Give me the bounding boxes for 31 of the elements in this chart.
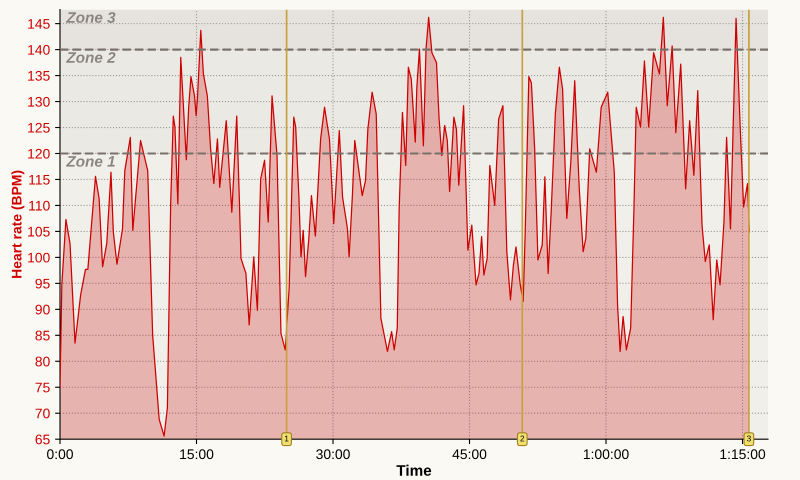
band-label: Zone 3 bbox=[66, 12, 116, 23]
y-tick-label: 80 bbox=[35, 356, 50, 366]
y-tick-label: 125 bbox=[28, 122, 50, 133]
y-tick-label: 65 bbox=[36, 434, 50, 444]
x-tick-label: 30:00 bbox=[316, 449, 350, 460]
band-label: Zone 1 bbox=[66, 156, 115, 167]
y-tick-label: 100 bbox=[28, 252, 50, 263]
x-tick-label: 15:00 bbox=[180, 449, 214, 460]
y-tick-label: 70 bbox=[36, 408, 50, 418]
y-tick-label: 120 bbox=[28, 148, 50, 159]
y-tick-label: 85 bbox=[35, 330, 50, 340]
x-tick-label: 0:00 bbox=[47, 449, 73, 460]
band-label: Zone 2 bbox=[66, 52, 116, 63]
y-tick-label: 135 bbox=[28, 70, 50, 81]
y-tick-label: 95 bbox=[35, 278, 50, 289]
y-tick-label: 115 bbox=[29, 174, 50, 185]
y-tick-label: 110 bbox=[29, 200, 50, 211]
annotation: 1 bbox=[284, 436, 289, 442]
y-tick-label: 145 bbox=[28, 19, 50, 29]
y-tick-label: 105 bbox=[28, 226, 50, 237]
x-axis-title: Time bbox=[396, 464, 432, 476]
y-tick-label: 90 bbox=[35, 304, 50, 314]
annotation: 2 bbox=[520, 436, 524, 442]
y-tick-label: 75 bbox=[36, 382, 50, 392]
y-axis-title: Heart rate (BPM) bbox=[11, 170, 24, 278]
x-tick-label: 1:00:00 bbox=[584, 449, 629, 460]
y-tick-label: 140 bbox=[28, 44, 50, 55]
x-tick-label: 45:00 bbox=[452, 449, 486, 460]
annotation: 3 bbox=[746, 436, 751, 442]
x-tick-label: 1:15:00 bbox=[720, 449, 766, 460]
y-tick-label: 130 bbox=[28, 96, 50, 107]
